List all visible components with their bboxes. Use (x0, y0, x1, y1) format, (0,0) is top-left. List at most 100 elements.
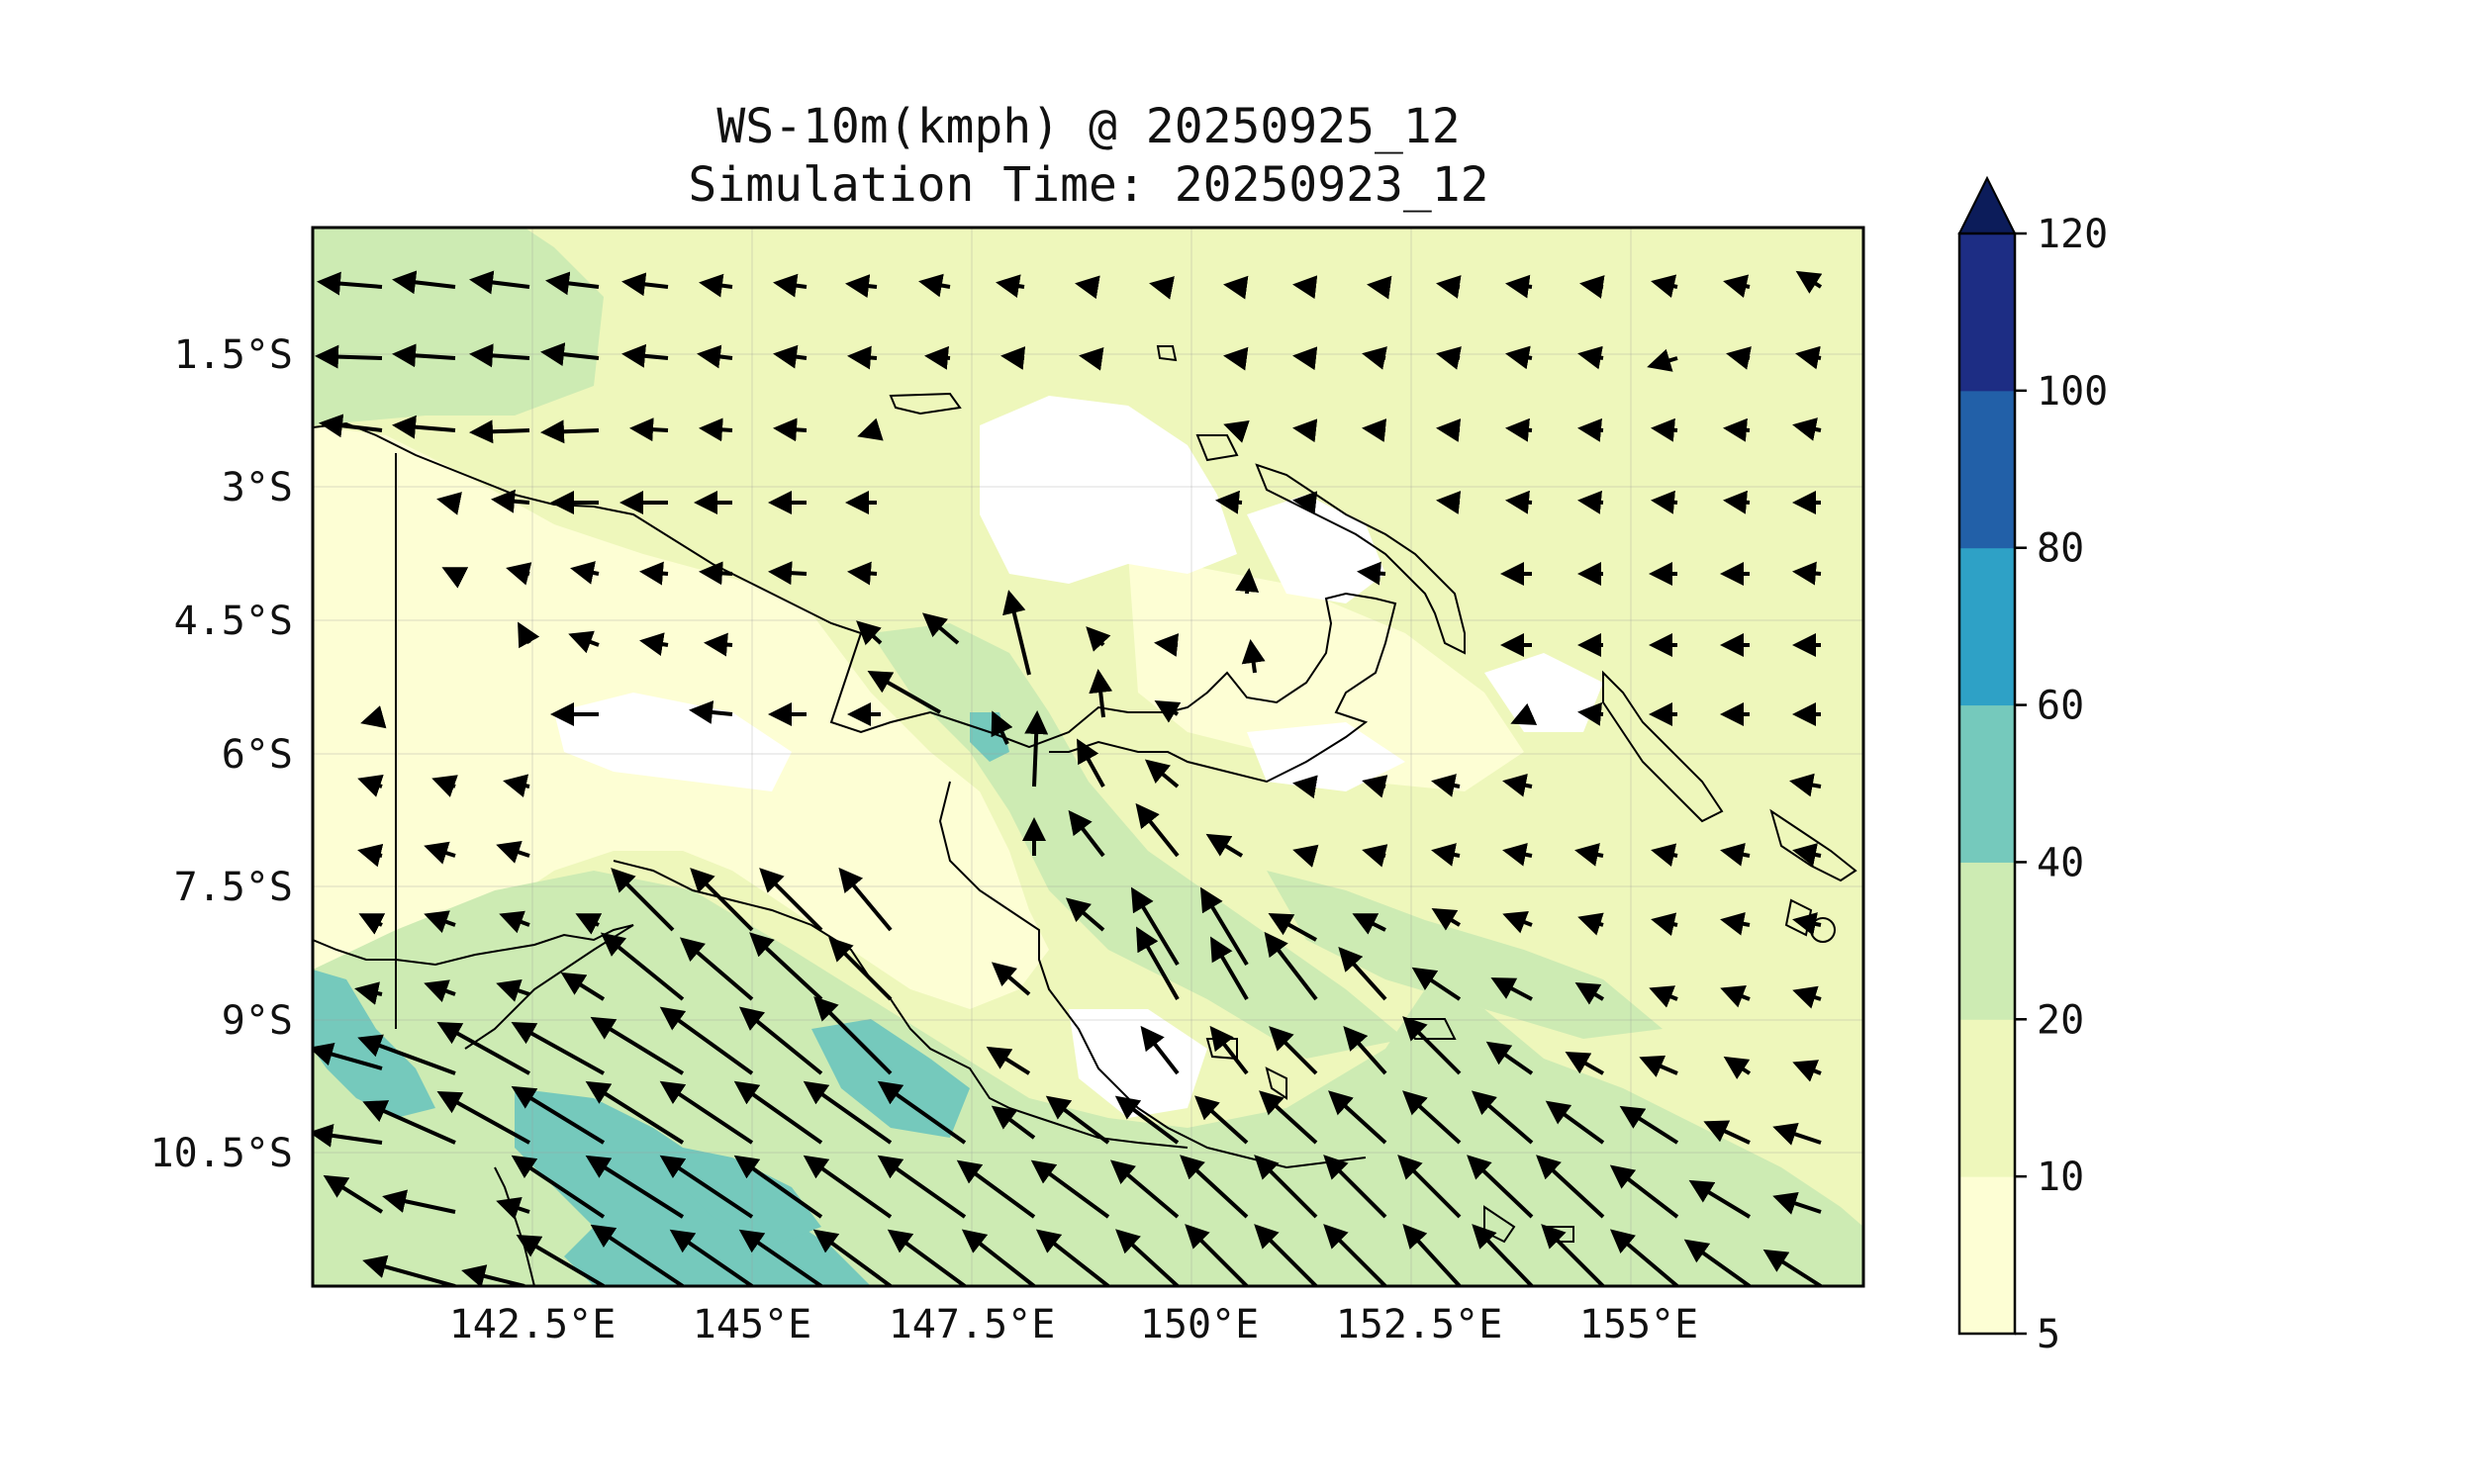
wind-arrow (323, 1174, 384, 1214)
coast-island-a (1156, 345, 1178, 362)
wind-arrow (1328, 1090, 1387, 1145)
wind-arrow (1651, 490, 1678, 514)
wind-arrow (1541, 1224, 1605, 1286)
wind-arrow (1000, 346, 1026, 370)
wind-arrow (1086, 626, 1111, 652)
wind-arrow (639, 561, 669, 586)
wind-arrow (441, 567, 469, 589)
wind-arrow (362, 1254, 456, 1286)
coast-bougainville (1602, 670, 1724, 823)
wind-arrow (560, 972, 606, 1001)
colorbar-bin (1959, 1176, 2015, 1335)
wind-arrow (1215, 490, 1243, 514)
wind-arrow (1772, 1122, 1822, 1146)
wind-arrow (857, 417, 884, 441)
wind-arrow (1264, 931, 1318, 1001)
wind-arrow (315, 344, 383, 369)
wind-arrow (1411, 967, 1462, 1001)
wind-arrow (1703, 1120, 1751, 1145)
wind-arrow (1367, 275, 1392, 300)
wind-arrow (1397, 1155, 1462, 1219)
wind-arrow (621, 272, 669, 297)
wind-arrow (1505, 345, 1533, 370)
field-mid-se (1267, 871, 1663, 1039)
wind-arrow (1502, 773, 1533, 797)
wind-arrow (516, 1234, 606, 1286)
wind-arrow (1194, 1095, 1249, 1145)
wind-arrow (1268, 913, 1317, 942)
wind-arrow (1683, 1239, 1752, 1286)
colorbar-frame (1957, 232, 2017, 1336)
wind-arrow (690, 868, 754, 932)
field-clear-3 (554, 693, 792, 791)
wind-arrow (1436, 418, 1462, 442)
wind-arrow (362, 1100, 456, 1145)
wind-arrow (1792, 561, 1822, 586)
wind-arrow (585, 1155, 685, 1219)
wind-speed-field (313, 228, 1863, 1286)
colorbar-tick-label: 5 (2037, 1312, 2060, 1357)
coast-south-gulf (613, 860, 1189, 1149)
wind-arrow (469, 343, 530, 368)
wind-arrow (847, 345, 878, 370)
wind-arrow (956, 1159, 1036, 1219)
wind-arrow (1199, 886, 1249, 967)
colorbar-tick-label: 20 (2037, 997, 2084, 1043)
wind-arrow (1292, 844, 1319, 868)
wind-arrow (1795, 345, 1822, 370)
wind-arrow (1338, 947, 1387, 1001)
wind-arrow (518, 621, 540, 649)
wind-arrow (1431, 843, 1461, 867)
wind-arrow (575, 913, 603, 935)
wind-arrow (1792, 912, 1822, 936)
lon-tick-label: 145°E (693, 1302, 811, 1347)
wind-arrow (1565, 1052, 1604, 1075)
wind-arrow (621, 343, 669, 368)
wind-arrow (1639, 1055, 1678, 1077)
wind-arrow (1292, 491, 1318, 515)
wind-arrow (1609, 1164, 1679, 1219)
wind-arrow (1723, 490, 1751, 514)
wind-arrow (1077, 738, 1105, 788)
wind-arrow (773, 344, 808, 369)
lon-tick-label: 147.5°E (889, 1302, 1056, 1347)
wind-arrow (738, 1006, 823, 1075)
wind-arrow (1109, 1159, 1180, 1219)
wind-arrow (699, 273, 733, 298)
coast-new-ireland (1195, 434, 1239, 462)
wind-arrow (1577, 345, 1604, 370)
wind-arrow (1323, 1155, 1387, 1219)
wind-arrow (511, 1155, 606, 1219)
wind-arrow (1075, 275, 1100, 300)
wind-arrow (669, 1229, 754, 1286)
colorbar-tick-label: 10 (2037, 1155, 2084, 1200)
wind-arrow (803, 1080, 893, 1145)
wind-arrow (1619, 1105, 1679, 1145)
wind-arrow (1792, 985, 1822, 1009)
coast-manus (889, 392, 962, 416)
gridlines (313, 228, 1863, 1286)
wind-arrow (1254, 1155, 1318, 1219)
wind-arrow (1502, 842, 1533, 867)
wind-arrow (749, 932, 823, 1001)
lon-axis: 142.5°E 145°E 147.5°E 150°E 152.5°E 155°… (449, 1302, 1699, 1347)
colorbar-tick-label: 80 (2037, 526, 2084, 572)
wind-arrow (697, 344, 733, 369)
wind-arrow (590, 1224, 685, 1286)
wind-arrow (1577, 490, 1604, 514)
wind-arrow (1436, 275, 1462, 299)
wind-arrow (1154, 633, 1180, 657)
wind-arrow (1352, 913, 1386, 935)
wind-arrow (1723, 274, 1751, 298)
wind-arrow (1402, 1090, 1462, 1145)
wind-arrow (812, 1229, 893, 1286)
wind-arrow (847, 561, 878, 586)
lon-tick-label: 152.5°E (1336, 1302, 1503, 1347)
coast-island-d (1265, 1067, 1287, 1100)
wind-arrow (1490, 977, 1533, 1001)
map-panel: 1.5°S 3°S 4.5°S 6°S 7.5°S 9°S 10.5°S 142… (150, 226, 1865, 1347)
wind-arrow (358, 913, 386, 935)
wind-arrow (1065, 897, 1105, 932)
wind-arrow (1723, 1056, 1752, 1079)
wind-arrow (838, 867, 893, 932)
